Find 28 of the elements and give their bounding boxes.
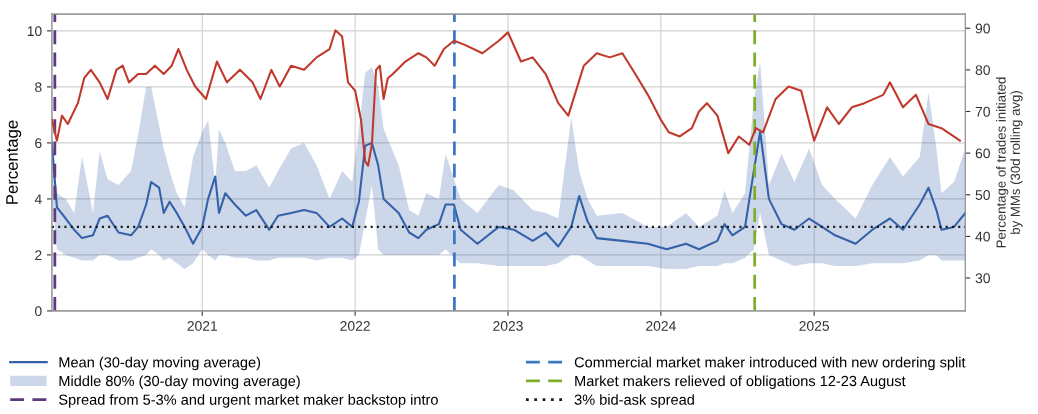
y-tick-label: 4 — [34, 194, 42, 204]
y2-tick-label: 40 — [975, 231, 990, 242]
x-tick-label: 2022 — [340, 321, 370, 331]
y-tick-label: 6 — [35, 138, 42, 149]
y-tick-label: 0 — [35, 306, 42, 317]
line-series — [51, 130, 966, 251]
x-tick-label: 2024 — [646, 321, 676, 331]
y2-tick-label: 80 — [975, 65, 990, 76]
y2-tick-label: 60 — [975, 148, 990, 159]
y-axis-title: Percentage — [6, 120, 22, 204]
x-tick-label: 2021 — [187, 321, 218, 331]
y2-tick-label: 90 — [975, 23, 990, 34]
line-series — [51, 29, 961, 167]
x-tick-label: 2023 — [493, 321, 523, 331]
y-tick-label: 2 — [35, 250, 42, 260]
legend-label: Spread from 5-3% and urgent market maker backstop intro — [58, 394, 438, 408]
legend-label: 3% bid-ask spread — [574, 394, 694, 408]
y-tick-label: 10 — [27, 26, 42, 37]
y2-tick-label: 50 — [975, 190, 990, 200]
y-tick-label: 8 — [35, 82, 42, 93]
x-tick-label: 2025 — [799, 321, 830, 331]
y2-axis-title: Percentage of trades initiated by MMs (30d rolling avg) — [996, 77, 1023, 248]
y2-tick-label: 30 — [975, 273, 990, 284]
text: Middle 80% (30-day moving average) — [59, 375, 300, 390]
legend-label: Market makers relieved of obligations 12-23 August — [575, 375, 906, 390]
y2-tick-label: 70 — [975, 106, 990, 117]
legend-label: Mean (30-day moving average) — [59, 356, 261, 371]
legend-label: Commercial market maker introduced with new ordering split — [574, 356, 966, 371]
